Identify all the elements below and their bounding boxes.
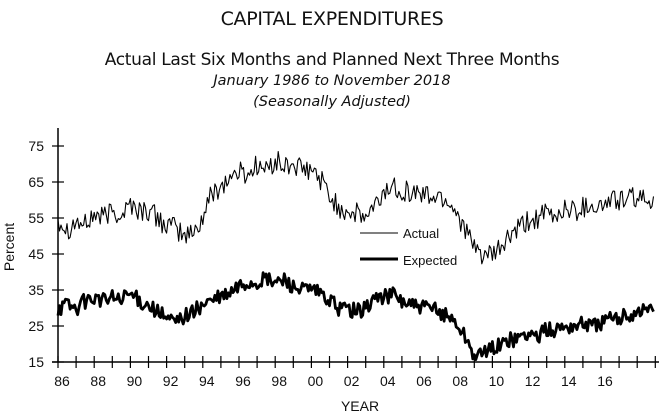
x-tick-label: 86: [54, 373, 70, 389]
series-line-actual: [57, 151, 655, 265]
axes: 15 25 35 45 55 65 75 86 88 90 92 94 96 98 00 02 04 06 08 10…: [28, 128, 659, 389]
x-tick-label: 10: [489, 373, 505, 389]
x-tick-label: 98: [271, 373, 287, 389]
x-tick-label: 06: [416, 373, 432, 389]
x-tick-label: 16: [597, 373, 613, 389]
y-tick-label: 15: [28, 354, 44, 370]
y-axis-title: Percent: [1, 223, 17, 271]
y-tick-label: 75: [28, 138, 44, 154]
x-tick-label: 12: [525, 373, 541, 389]
y-tick-label: 45: [28, 246, 44, 262]
chart-date-range: January 1986 to November 2018: [213, 73, 451, 89]
y-tick-label: 65: [28, 174, 44, 190]
x-tick-label: 02: [344, 373, 360, 389]
legend-label-expected: Expected: [403, 253, 457, 268]
x-tick-label: 00: [308, 373, 324, 389]
y-tick-label: 35: [28, 282, 44, 298]
legend-label-actual: Actual: [403, 226, 439, 241]
y-tick-label: 25: [28, 318, 44, 334]
x-tick-label: 96: [235, 373, 251, 389]
x-axis-title: YEAR: [341, 398, 379, 414]
x-tick-label: 04: [380, 373, 396, 389]
legend: Actual Expected: [360, 226, 457, 268]
series-layer: [56, 151, 655, 362]
x-tick-label: 92: [163, 373, 179, 389]
y-tick-label: 55: [28, 210, 44, 226]
chart-title: CAPITAL EXPENDITURES: [220, 8, 444, 30]
x-tick-label: 88: [90, 373, 106, 389]
x-tick-label: 14: [561, 373, 577, 389]
series-line-expected: [56, 271, 655, 362]
chart-subtitle: Actual Last Six Months and Planned Next …: [104, 50, 560, 70]
x-tick-label: 90: [127, 373, 143, 389]
chart-note: (Seasonally Adjusted): [253, 94, 411, 110]
x-tick-label: 94: [199, 373, 215, 389]
x-tick-label: 08: [452, 373, 468, 389]
